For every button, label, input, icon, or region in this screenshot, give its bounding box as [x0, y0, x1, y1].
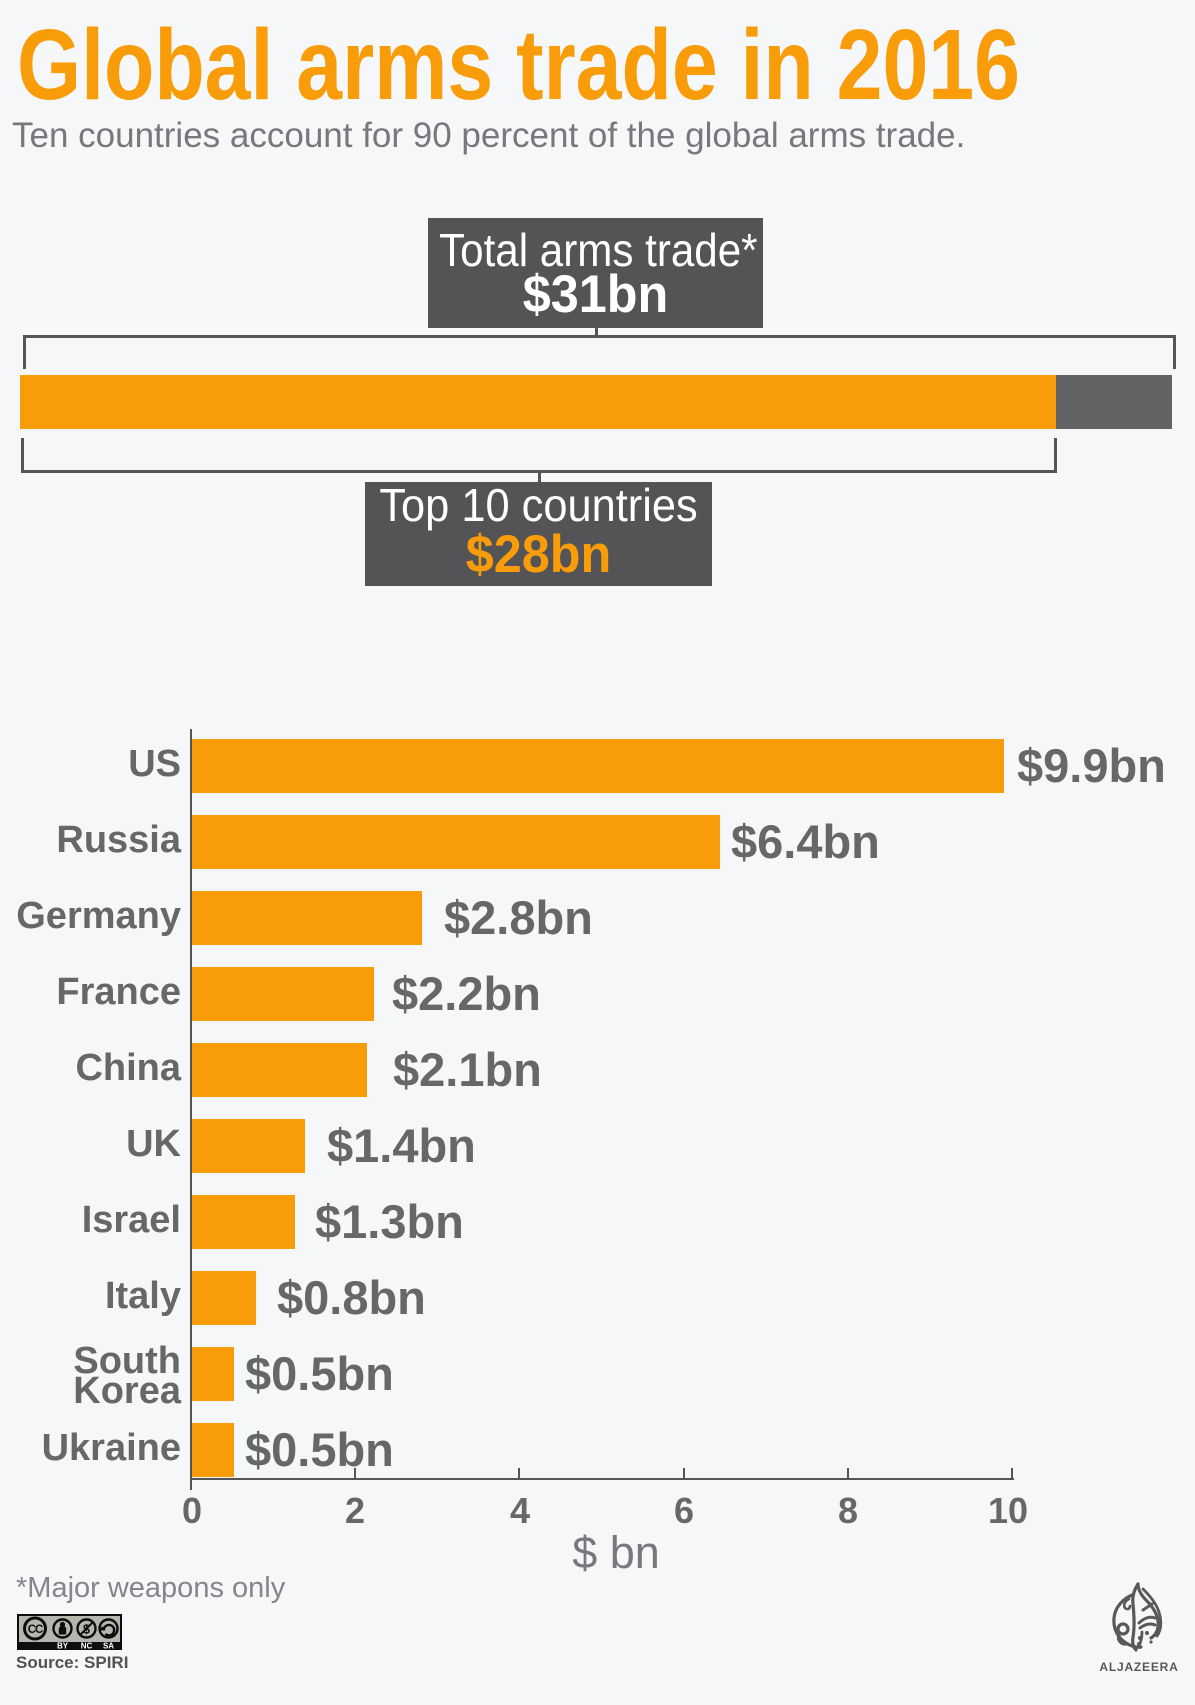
svg-text:SA: SA: [103, 1642, 114, 1651]
svg-text:NC: NC: [81, 1642, 93, 1651]
svg-text:BY: BY: [57, 1642, 69, 1651]
svg-text:ALJAZEERA: ALJAZEERA: [1099, 1660, 1178, 1674]
svg-text:CC: CC: [28, 1624, 43, 1636]
